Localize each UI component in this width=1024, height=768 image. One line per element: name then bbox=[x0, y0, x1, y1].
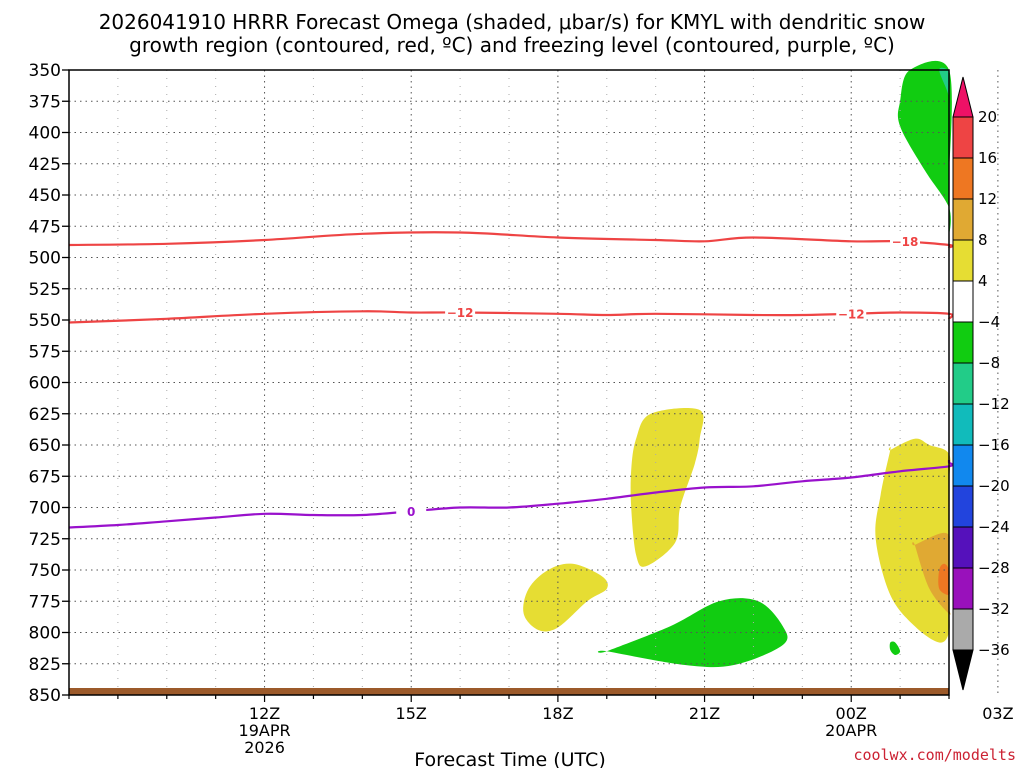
y-tick-label-17: 775 bbox=[29, 592, 61, 612]
contour-line-3 bbox=[68, 460, 954, 529]
y-tick-label-12: 650 bbox=[29, 436, 61, 456]
colorbar-label-11: −28 bbox=[978, 559, 1010, 577]
y-tick-label-6: 500 bbox=[29, 249, 61, 269]
x-axis-title: Forecast Time (UTC) bbox=[414, 749, 605, 768]
colorbar-swatch-3 bbox=[952, 198, 974, 241]
y-tick-label-13: 675 bbox=[29, 467, 61, 487]
x-tick-date-0: 19APR bbox=[239, 721, 291, 740]
chart-title-line2: growth region (contoured, red, ºC) and f… bbox=[129, 33, 895, 57]
x-tick-label-3: 21Z bbox=[689, 704, 720, 723]
colorbar-swatch-7 bbox=[952, 362, 974, 405]
plot-area: −18 −12 −12 0 bbox=[68, 60, 999, 696]
contour-label-bg-3 bbox=[396, 504, 427, 519]
contour-label-bg-2 bbox=[836, 306, 867, 321]
colorbar-label-12: −32 bbox=[978, 600, 1010, 618]
y-tick-label-19: 825 bbox=[29, 655, 61, 675]
colorbar-swatch-4 bbox=[952, 239, 974, 282]
y-tick-label-0: 350 bbox=[29, 61, 61, 81]
colorbar-label-5: −4 bbox=[978, 313, 1000, 331]
y-axis: 350 375 400 425 450 475 500 525 550 575 600 625 650 6… bbox=[29, 61, 69, 706]
y-tick-label-10: 600 bbox=[29, 374, 61, 394]
colorbar-swatch-11 bbox=[952, 526, 974, 569]
chart-title-line1: 2026041910 HRRR Forecast Omega (shaded, … bbox=[99, 10, 926, 34]
y-tick-label-18: 800 bbox=[29, 624, 61, 644]
colorbar-swatch-13 bbox=[952, 608, 974, 651]
omega-region-10 bbox=[889, 641, 901, 656]
omega-region-9 bbox=[597, 598, 788, 668]
colorbar-label-1: 16 bbox=[978, 149, 997, 167]
colorbar-label-2: 12 bbox=[978, 190, 997, 208]
colorbar-swatch-12 bbox=[952, 567, 974, 610]
y-tick-label-2: 400 bbox=[29, 124, 61, 144]
colorbar-label-8: −16 bbox=[978, 436, 1010, 454]
y-tick-label-3: 425 bbox=[29, 155, 61, 175]
colorbar-swatch-14 bbox=[952, 649, 974, 691]
colorbar-swatch-5 bbox=[952, 280, 974, 323]
y-tick-label-14: 700 bbox=[29, 499, 61, 519]
x-tick-label-2: 18Z bbox=[542, 704, 573, 723]
ground-strip bbox=[69, 688, 949, 695]
y-tick-label-15: 725 bbox=[29, 530, 61, 550]
colorbar-swatch-8 bbox=[952, 403, 974, 446]
y-tick-label-7: 525 bbox=[29, 280, 61, 300]
omega-region-0 bbox=[897, 60, 952, 234]
contour-label-bg-0 bbox=[890, 234, 920, 249]
contour-label-0: −18 bbox=[892, 235, 919, 249]
colorbar-swatch-1 bbox=[952, 116, 974, 159]
y-tick-label-4: 450 bbox=[29, 186, 61, 206]
y-tick-label-1: 375 bbox=[29, 92, 61, 112]
y-tick-label-9: 575 bbox=[29, 342, 61, 362]
colorbar-swatch-10 bbox=[952, 485, 974, 528]
y-tick-label-16: 750 bbox=[29, 561, 61, 581]
colorbar-swatch-6 bbox=[952, 321, 974, 364]
x-tick-label-5: 03Z bbox=[982, 704, 1013, 723]
contour-line-1 bbox=[68, 310, 954, 324]
colorbar-label-6: −8 bbox=[978, 354, 1000, 372]
contour-label-2: −12 bbox=[838, 307, 865, 321]
credit-link[interactable]: coolwx.com/modelts bbox=[853, 746, 1016, 764]
colorbar-swatch-9 bbox=[952, 444, 974, 487]
omega-region-7 bbox=[630, 408, 704, 567]
contour-label-3: 0 bbox=[407, 505, 415, 519]
contour-label-1: −12 bbox=[447, 306, 474, 320]
omega-region-8 bbox=[523, 563, 608, 632]
colorbar-label-4: 4 bbox=[978, 272, 988, 290]
omega-regions bbox=[523, 60, 952, 668]
colorbar-label-10: −24 bbox=[978, 518, 1010, 536]
y-tick-label-11: 625 bbox=[29, 405, 61, 425]
colorbar-label-7: −12 bbox=[978, 395, 1010, 413]
x-tick-date-4: 20APR bbox=[825, 721, 877, 740]
x-tick-year-0: 2026 bbox=[244, 738, 285, 757]
x-tick-label-0: 12Z bbox=[249, 704, 280, 723]
x-tick-label-1: 15Z bbox=[396, 704, 427, 723]
colorbar-label-3: 8 bbox=[978, 231, 988, 249]
omega-region-5 bbox=[912, 532, 951, 615]
omega-region-6 bbox=[938, 563, 950, 596]
contour-label-bg-1 bbox=[445, 305, 476, 320]
y-tick-label-5: 475 bbox=[29, 217, 61, 237]
colorbar-label-0: 20 bbox=[978, 108, 997, 126]
colorbar-label-13: −36 bbox=[978, 641, 1010, 659]
grid-lines bbox=[68, 70, 999, 695]
y-tick-label-8: 550 bbox=[29, 311, 61, 331]
omega-region-1 bbox=[939, 67, 950, 124]
colorbar-swatch-0 bbox=[952, 76, 974, 118]
x-tick-label-4: 00Z bbox=[836, 704, 867, 723]
colorbar-swatch-2 bbox=[952, 157, 974, 200]
colorbar-label-9: −20 bbox=[978, 477, 1010, 495]
y-tick-label-20: 850 bbox=[29, 686, 61, 706]
temperature-contours: −18 −12 −12 0 bbox=[68, 231, 954, 529]
colorbar: 20 16 12 8 4 −4 −8 −12 −16 −20 −24 −28 −32 −36 bbox=[952, 76, 1010, 691]
